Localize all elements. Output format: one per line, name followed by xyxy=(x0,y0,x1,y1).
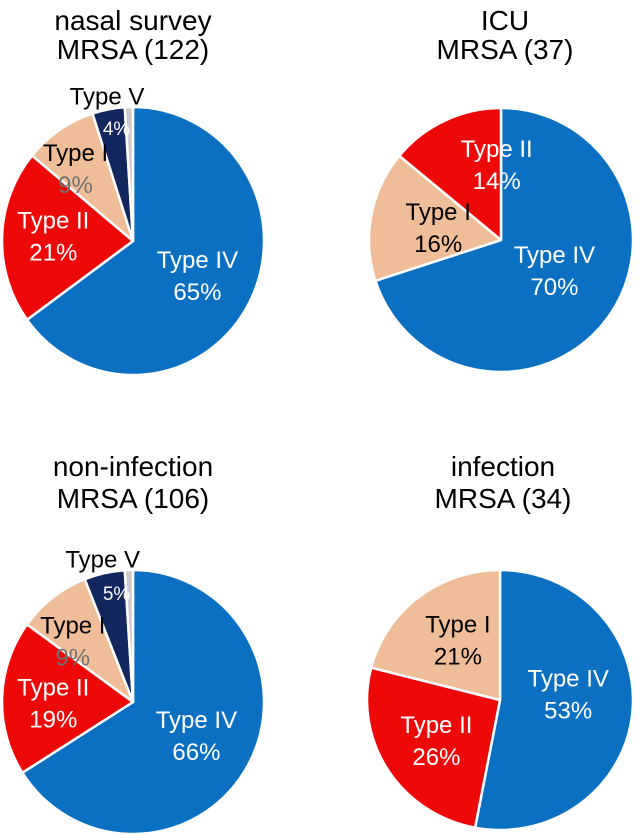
slice-pct-type-i: 21% xyxy=(434,644,482,671)
pie-slice-type-i xyxy=(369,568,502,702)
slice-label-type-i: Type I xyxy=(425,612,490,639)
slice-label-type-v: Type V xyxy=(70,83,145,110)
pie-slice-type-iv xyxy=(473,568,635,832)
pie-slice-other xyxy=(123,105,135,243)
pie-chart-infection: infection MRSA (34) Type IV 53% Type II 26%… xyxy=(365,451,635,832)
slice-label-type-iv: Type IV xyxy=(157,247,238,274)
slice-label-type-ii: Type II xyxy=(400,712,472,739)
slice-pct-type-v: 4% xyxy=(103,119,131,140)
slice-pct-type-ii: 21% xyxy=(29,240,77,267)
pie-slice-other xyxy=(123,568,135,704)
slice-label-type-iv: Type IV xyxy=(528,666,609,693)
chart-title-line1: infection xyxy=(451,451,555,482)
chart-title-line2: MRSA (34) xyxy=(435,483,572,514)
pie-slice-type-ii xyxy=(0,154,135,322)
pie-slice-type-ii xyxy=(0,623,135,774)
slice-pct-type-ii: 19% xyxy=(29,707,77,734)
slice-label-type-ii: Type II xyxy=(461,136,533,163)
slice-label-type-i: Type I xyxy=(43,140,108,167)
slice-pct-type-i: 9% xyxy=(58,172,93,199)
chart-title-line1: nasal survey xyxy=(54,5,211,36)
slice-pct-type-i: 16% xyxy=(414,231,462,258)
slice-label-type-ii: Type II xyxy=(17,675,89,702)
slice-pct-type-ii: 14% xyxy=(473,168,521,195)
chart-title-line1: non-infection xyxy=(53,451,213,482)
slice-label-type-iv: Type IV xyxy=(156,707,237,734)
pie-slices-nasal-survey xyxy=(0,105,266,377)
slice-pct-type-iv: 66% xyxy=(172,739,220,766)
pie-slice-type-ii xyxy=(398,106,503,242)
slice-label-type-iv: Type IV xyxy=(514,242,595,269)
chart-title-line2: MRSA (37) xyxy=(437,34,574,65)
pie-chart-non-infection: non-infection MRSA (106) Type IV 66% Type … xyxy=(0,451,266,835)
chart-title-line2: MRSA (106) xyxy=(57,483,210,514)
slice-pct-type-iv: 53% xyxy=(544,698,592,725)
pie-slice-type-ii xyxy=(365,666,502,829)
chart-title-line1: ICU xyxy=(481,5,529,36)
pie-chart-nasal-survey: nasal survey MRSA (122) Type IV 65% Type I… xyxy=(0,5,266,377)
chart-title-line2: MRSA (122) xyxy=(57,34,210,65)
slice-pct-type-ii: 26% xyxy=(412,744,460,771)
pie-slice-type-iv xyxy=(25,105,266,377)
pie-slices-icu xyxy=(367,106,635,374)
pie-slice-type-iv xyxy=(374,106,635,374)
slice-label-type-v: Type V xyxy=(65,546,140,573)
pie-slice-type-i xyxy=(367,154,503,283)
slice-pct-type-iv: 65% xyxy=(173,279,221,306)
pie-slice-type-iv xyxy=(21,568,266,835)
slice-pct-type-i: 9% xyxy=(55,644,90,671)
slice-label-type-i: Type I xyxy=(406,199,471,226)
pie-chart-icu: ICU MRSA (37) Type IV 70% Type I 16% Type II… xyxy=(367,5,635,374)
slice-pct-type-v: 5% xyxy=(103,584,131,605)
pie-slices-non-infection xyxy=(0,568,266,835)
slice-label-type-ii: Type II xyxy=(17,208,89,235)
slice-pct-type-iv: 70% xyxy=(530,274,578,301)
pie-slices-infection xyxy=(365,568,635,832)
slice-label-type-i: Type I xyxy=(40,612,105,639)
